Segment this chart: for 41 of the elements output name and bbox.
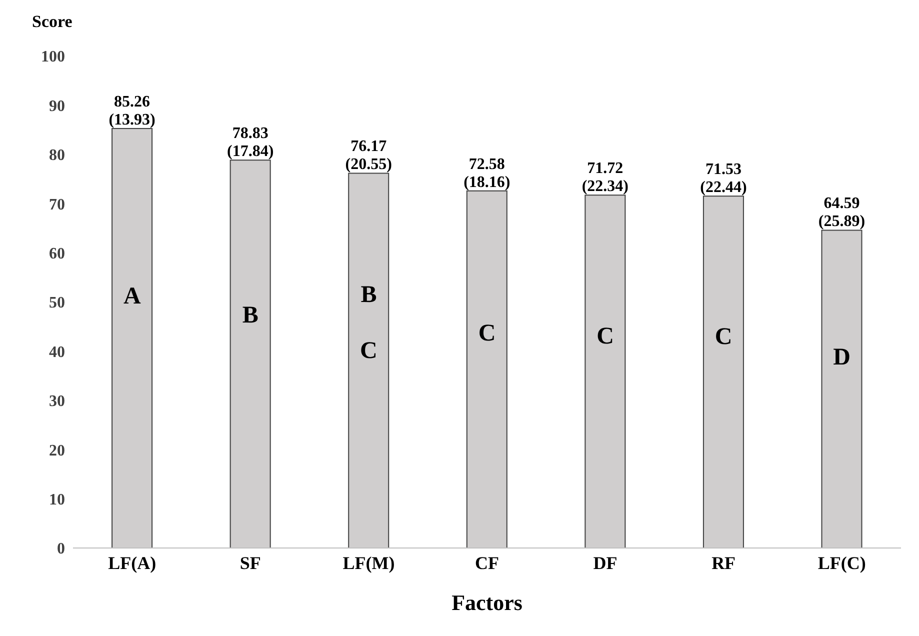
data-label: 76.17 (20.55)	[345, 138, 392, 174]
y-axis-title: Score	[32, 12, 72, 32]
y-tick-label: 0	[57, 540, 65, 558]
y-tick-label: 30	[49, 393, 65, 410]
x-tick-label: LF(A)	[108, 552, 156, 573]
x-tick-label: LF(M)	[342, 552, 395, 573]
annotation: B	[242, 302, 258, 328]
bar	[230, 160, 271, 548]
x-tick-label: LF(C)	[818, 552, 866, 573]
annotation: C	[478, 320, 496, 347]
x-axis-title: Factors	[452, 590, 523, 615]
data-label: 78.83 (17.84)	[226, 125, 274, 160]
annotation: D	[833, 344, 851, 370]
y-tick-label: 90	[49, 98, 65, 115]
y-tick-label: 60	[49, 245, 65, 262]
bar	[348, 172, 390, 548]
x-tick-label: CF	[475, 552, 499, 573]
y-tick-label: 80	[49, 147, 65, 164]
annotation: A	[123, 283, 142, 310]
data-label: 71.72 (22.34)	[582, 160, 629, 196]
data-label: 85.26 (13.93)	[108, 94, 156, 129]
bar	[112, 128, 153, 548]
bar	[821, 230, 862, 548]
annotation: C	[596, 323, 614, 350]
data-label: 72.58 (18.16)	[464, 156, 510, 191]
text: B C	[360, 282, 378, 364]
bar	[584, 194, 626, 548]
y-tick-label: 20	[49, 442, 65, 460]
bar	[466, 190, 508, 548]
data-label: 71.53 (22.44)	[700, 161, 747, 196]
annotation: C	[714, 324, 732, 350]
data-label: 64.59 (25.89)	[818, 195, 866, 230]
x-tick-label: SF	[240, 552, 261, 573]
y-tick-label: 100	[41, 48, 65, 66]
y-tick-label: 10	[49, 491, 65, 508]
y-tick-label: 70	[49, 196, 65, 214]
y-tick-label: 40	[49, 344, 65, 361]
x-tick-label: RF	[712, 552, 736, 573]
x-tick-label: DF	[593, 552, 618, 573]
y-tick-label: 50	[49, 294, 65, 312]
bar	[702, 196, 744, 548]
